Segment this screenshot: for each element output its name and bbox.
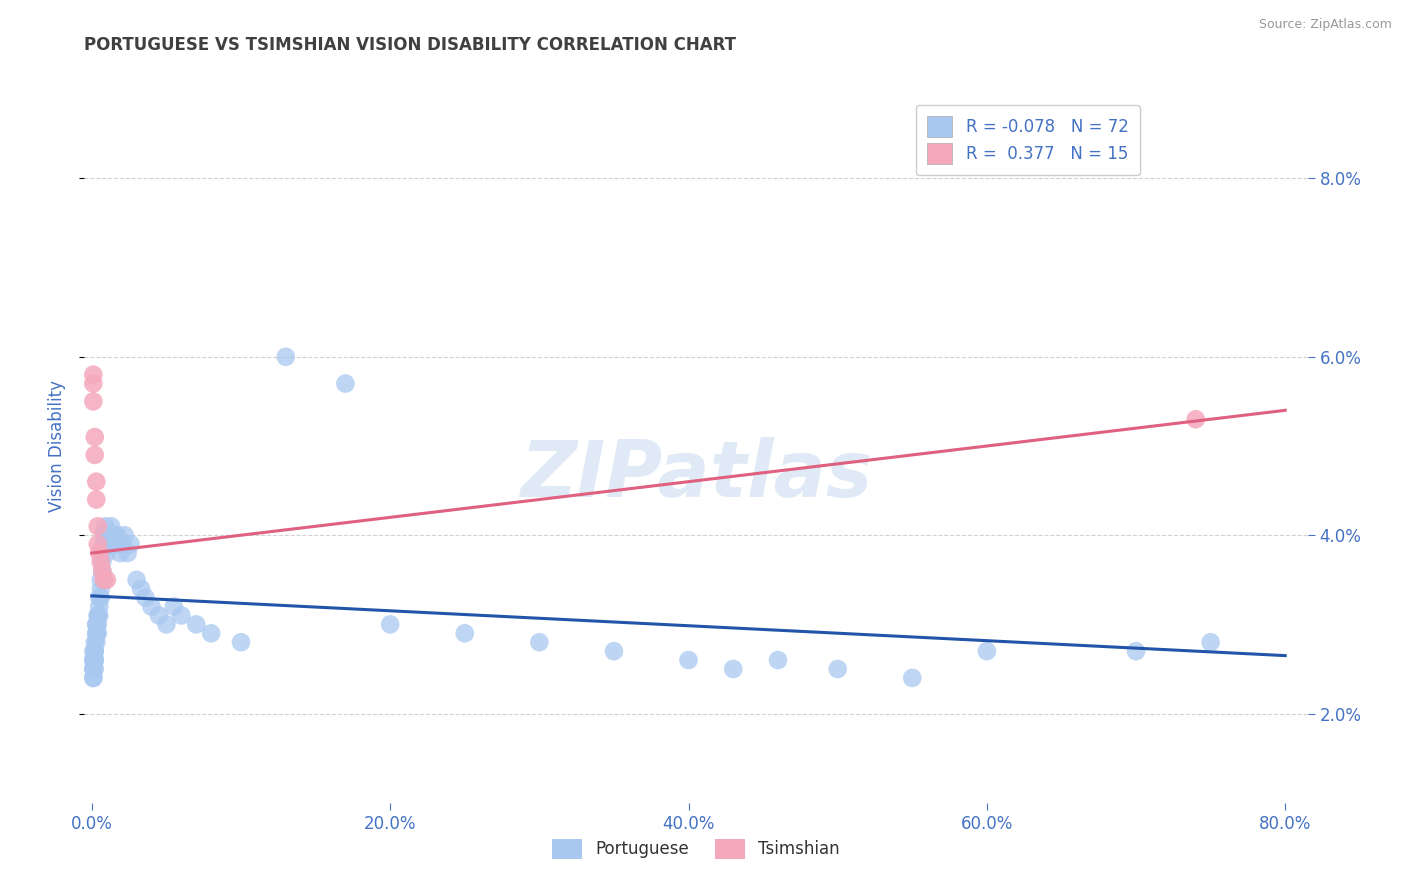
Point <box>1184 412 1206 426</box>
Point <box>976 644 998 658</box>
Point <box>89 591 111 605</box>
Point <box>100 519 122 533</box>
Point <box>98 537 121 551</box>
Point <box>827 662 849 676</box>
Point <box>155 617 177 632</box>
Point <box>170 608 193 623</box>
Point <box>94 519 117 533</box>
Point <box>87 608 110 623</box>
Point <box>84 626 107 640</box>
Point <box>335 376 357 391</box>
Point <box>454 626 477 640</box>
Point <box>901 671 924 685</box>
Point <box>120 537 142 551</box>
Point <box>87 519 110 533</box>
Point <box>83 653 105 667</box>
Point <box>114 528 136 542</box>
Point <box>82 671 104 685</box>
Point <box>87 626 110 640</box>
Point <box>84 626 107 640</box>
Point <box>148 608 170 623</box>
Point <box>678 653 700 667</box>
Point <box>82 653 104 667</box>
Point <box>112 537 135 551</box>
Point <box>96 546 118 560</box>
Point <box>97 528 120 542</box>
Point <box>200 626 222 640</box>
Point <box>83 635 105 649</box>
Point <box>89 546 111 560</box>
Y-axis label: Vision Disability: Vision Disability <box>48 380 66 512</box>
Point <box>603 644 626 658</box>
Point <box>93 537 115 551</box>
Point <box>125 573 148 587</box>
Point <box>108 546 131 560</box>
Text: ZIPatlas: ZIPatlas <box>520 436 872 513</box>
Point <box>84 492 107 507</box>
Point <box>84 475 107 489</box>
Point <box>141 599 163 614</box>
Point <box>90 582 112 596</box>
Point <box>93 573 115 587</box>
Point <box>82 662 104 676</box>
Point <box>87 537 110 551</box>
Point <box>96 573 118 587</box>
Point <box>83 430 105 444</box>
Point <box>87 608 110 623</box>
Text: PORTUGUESE VS TSIMSHIAN VISION DISABILITY CORRELATION CHART: PORTUGUESE VS TSIMSHIAN VISION DISABILIT… <box>84 36 737 54</box>
Point <box>82 644 104 658</box>
Point <box>91 564 114 578</box>
Point <box>91 546 114 560</box>
Point <box>380 617 402 632</box>
Point <box>82 671 104 685</box>
Point <box>90 591 112 605</box>
Point <box>529 635 551 649</box>
Point <box>83 644 105 658</box>
Point <box>723 662 745 676</box>
Point <box>1125 644 1147 658</box>
Point <box>90 555 112 569</box>
Point <box>87 617 110 632</box>
Point <box>89 608 111 623</box>
Point <box>129 582 152 596</box>
Point <box>1199 635 1222 649</box>
Point <box>186 617 208 632</box>
Point <box>103 528 125 542</box>
Point <box>84 617 107 632</box>
Point <box>766 653 789 667</box>
Point <box>105 528 128 542</box>
Point <box>135 591 157 605</box>
Point <box>84 617 107 632</box>
Point <box>84 635 107 649</box>
Point <box>89 599 111 614</box>
Point <box>82 394 104 409</box>
Point <box>274 350 297 364</box>
Point <box>90 573 112 587</box>
Point <box>83 448 105 462</box>
Point <box>83 644 105 658</box>
Point <box>91 564 114 578</box>
Point <box>163 599 186 614</box>
Point <box>82 376 104 391</box>
Point <box>93 528 115 542</box>
Legend: Portuguese, Tsimshian: Portuguese, Tsimshian <box>546 832 846 866</box>
Point <box>104 537 127 551</box>
Point <box>83 662 105 676</box>
Point <box>96 537 118 551</box>
Point <box>229 635 252 649</box>
Point <box>82 662 104 676</box>
Text: Source: ZipAtlas.com: Source: ZipAtlas.com <box>1258 18 1392 31</box>
Point <box>91 555 114 569</box>
Point <box>82 653 104 667</box>
Point <box>83 653 105 667</box>
Point <box>82 368 104 382</box>
Point <box>117 546 139 560</box>
